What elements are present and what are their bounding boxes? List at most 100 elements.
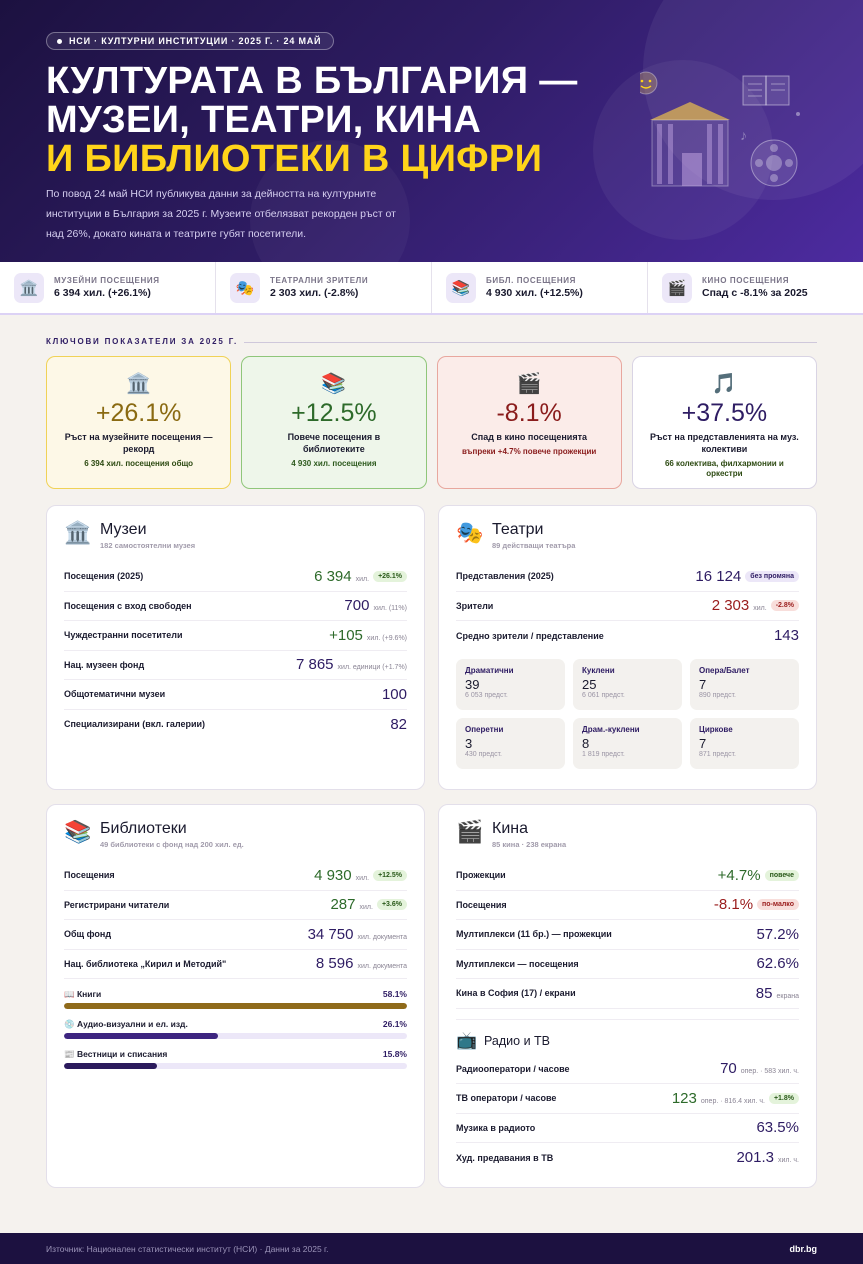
stat-label: КИНО ПОСЕЩЕНИЯ (702, 276, 790, 285)
tile-sub: 430 предст. (465, 750, 503, 758)
stat-row: ТВ оператори / часове 123 опер. · 816.4 хи… (456, 1084, 799, 1114)
stat-row: Музика в радиото 63.5% (456, 1114, 799, 1143)
stat-row: Радиооператори / часове 70 опер. · 583 хил… (456, 1055, 799, 1084)
books-icon: 📚 (321, 373, 347, 395)
row-label: ТВ оператори / часове (456, 1093, 557, 1104)
stat-theaters: 🎭 ТЕАТРАЛНИ ЗРИТЕЛИ 2 303 хил. (-2.8%) (216, 262, 432, 313)
row-value: 82 (390, 715, 407, 733)
tile-value: 39 (465, 676, 480, 692)
row-value: 123 (671, 1089, 697, 1107)
theater-type-tile: Драм.-куклени 8 1 819 предст. (573, 717, 682, 769)
row-unit: хил. (355, 874, 370, 882)
row-label: Представления (2025) (456, 571, 554, 582)
bar-label: 📖 Книги (64, 989, 102, 999)
books-icon: 📚 (446, 272, 476, 303)
kpi-card: 📚 +12.5% Повече посещения в библиотеките… (241, 356, 427, 489)
stat-row: Посещения (2025) 6 394 хил. +26.1% (64, 562, 407, 592)
row-value: 700 (344, 597, 370, 615)
row-label: Мултиплекси (11 бр.) — прожекции (456, 929, 612, 940)
row-value: 62.6% (756, 955, 799, 973)
row-unit: екрана (776, 992, 799, 1000)
row-unit: опер. · 816.4 хил. ч. (700, 1097, 765, 1105)
footer-source: Източник: Национален статистически инсти… (46, 1243, 329, 1254)
card-header: 🎬 Кина 85 кина · 238 екрана (456, 819, 799, 853)
clapperboard-icon: 🎬 (516, 373, 542, 395)
status-badge: по-малко (757, 899, 799, 911)
title-line-3: И БИБЛИОТЕКИ В ЦИФРИ (46, 138, 543, 180)
section-title: КЛЮЧОВИ ПОКАЗАТЕЛИ ЗА 2025 Г. (46, 337, 239, 346)
stat-row: Посещения 4 930 хил. +12.5% (64, 861, 407, 891)
stat-row: Посещения -8.1% по-малко (456, 891, 799, 920)
stat-label: БИБЛ. ПОСЕЩЕНИЯ (486, 276, 576, 285)
tile-sub: 871 предст. (699, 750, 737, 758)
bar-label: 💿 Аудио-визуални и ел. изд. (64, 1019, 188, 1029)
decor-circle (593, 60, 773, 240)
tile-sub: 890 предст. (699, 691, 737, 699)
row-label: Чуждестранни посетители (64, 630, 183, 641)
row-value: 201.3 (736, 1149, 775, 1167)
kpi-value: -8.1% (496, 399, 562, 427)
tv-icon: 📺 (456, 1031, 478, 1050)
row-value: 100 (381, 685, 407, 703)
stat-museums: 🏛️ МУЗЕЙНИ ПОСЕЩЕНИЯ 6 394 хил. (+26.1%) (0, 262, 216, 313)
kpi-label: Спад в кино посещенията (471, 432, 587, 442)
row-label: Общотематични музеи (64, 689, 166, 700)
card-header: 🎭 Театри 89 действащи театъра (456, 520, 799, 554)
row-value: 4 930 (314, 866, 352, 884)
row-label: Худ. предавания в ТВ (456, 1152, 554, 1163)
status-badge: +26.1% (373, 570, 407, 582)
stat-label: МУЗЕЙНИ ПОСЕЩЕНИЯ (54, 276, 160, 285)
theater-type-tile: Циркове 7 871 предст. (690, 717, 799, 769)
footer-brand[interactable]: dbr.bg (789, 1243, 818, 1254)
row-label: Мултиплекси — посещения (456, 958, 579, 969)
kpi-card: 🏛️ +26.1% Ръст на музейните посещения — … (46, 356, 232, 489)
row-value: 85 (755, 984, 773, 1002)
row-unit: хил. (753, 605, 767, 613)
tile-value: 25 (582, 676, 597, 692)
stat-row: Худ. предавания в ТВ 201.3 хил. ч. (456, 1143, 799, 1173)
stat-value: 6 394 хил. (+26.1%) (54, 287, 151, 299)
radio-tv-header: 📺 Радио и ТВ (456, 1018, 799, 1050)
status-badge: -2.8% (770, 600, 799, 612)
clapperboard-icon: 🎬 (456, 819, 484, 844)
stat-row: Посещения с вход свободен 700 хил. (11%) (64, 592, 407, 621)
stat-strip: 🏛️ МУЗЕЙНИ ПОСЕЩЕНИЯ 6 394 хил. (+26.1%) … (0, 262, 863, 315)
status-badge: +3.6% (376, 899, 407, 911)
stat-row: Специализирани (вкл. галерии) 82 (64, 710, 407, 740)
bar-fill (64, 1003, 407, 1009)
kpi-value: +26.1% (95, 399, 182, 427)
bar-label: 📰 Вестници и списания (64, 1049, 168, 1059)
tile-name: Драматични (465, 665, 514, 675)
stat-value: Спад с -8.1% за 2025 (702, 287, 808, 299)
row-value: +105 (329, 626, 363, 644)
stat-row: Общотематични музеи 100 (64, 680, 407, 710)
theater-building-icon (650, 102, 730, 187)
stat-row: Чуждестранни посетители +105 хил. (+9.6%) (64, 621, 407, 651)
tile-name: Оперетни (465, 724, 504, 734)
header-pill: НСИ · КУЛТУРНИ ИНСТИТУЦИИ · 2025 Г. · 24… (46, 32, 335, 50)
fund-share-bar: 📖 Книги 58.1% (64, 989, 407, 1009)
title-line-1: КУЛТУРАТА В БЪЛГАРИЯ — (46, 60, 578, 102)
kpi-card: 🎵 +37.5% Ръст на представленията на муз.… (631, 356, 817, 489)
theater-type-tile: Драматични 39 6 053 предст. (456, 658, 565, 710)
card-title: Библиотеки (100, 820, 187, 837)
bar-percent: 58.1% (382, 989, 407, 999)
kpi-label: Повече посещения в библиотеките (287, 432, 381, 454)
row-value: 6 394 (314, 567, 352, 585)
stat-value: 2 303 хил. (-2.8%) (270, 287, 359, 299)
libraries-card: 📚 Библиотеки 49 библиотеки с фонд над 200… (46, 804, 425, 1188)
stat-row: Кина в София (17) / екрани 85 екрана (456, 979, 799, 1009)
tile-value: 8 (582, 735, 590, 751)
culture-illustration: ♪ (640, 71, 800, 187)
card-subtitle: 85 кина · 238 екрана (492, 840, 567, 849)
stat-row: Представления (2025) 16 124 без промяна (456, 562, 799, 592)
theater-type-tile: Опера/Балет 7 890 предст. (690, 658, 799, 710)
bar-track (64, 1033, 407, 1039)
row-label: Посещения (2025) (64, 571, 144, 582)
stat-libraries: 📚 БИБЛ. ПОСЕЩЕНИЯ 4 930 хил. (+12.5%) (432, 262, 648, 313)
row-label: Музика в радиото (456, 1122, 536, 1133)
row-label: Посещения с вход свободен (64, 600, 192, 611)
row-label: Кина в София (17) / екрани (456, 988, 576, 999)
kpi-label: Ръст на представленията на муз. колектив… (649, 432, 799, 454)
bar-percent: 26.1% (382, 1019, 407, 1029)
